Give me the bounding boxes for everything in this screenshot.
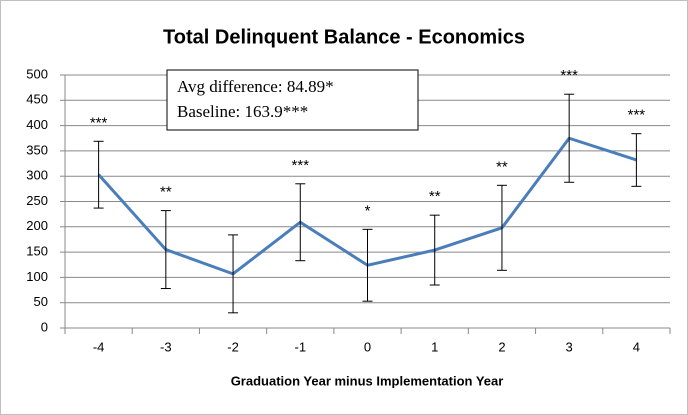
- x-tick-label: -3: [160, 339, 172, 354]
- y-tick-label: 150: [26, 244, 48, 259]
- y-tick-label: 350: [26, 142, 48, 157]
- significance-label: ***: [628, 107, 646, 124]
- y-tick-label: 400: [26, 117, 48, 132]
- x-tick-label: 1: [431, 339, 438, 354]
- significance-label: ***: [560, 67, 578, 84]
- x-tick-label: -2: [227, 339, 239, 354]
- x-tick-label: -1: [294, 339, 306, 354]
- significance-label: **: [429, 188, 441, 205]
- annotation-box: [166, 69, 419, 131]
- significance-label: **: [496, 158, 508, 175]
- significance-label: ***: [292, 157, 310, 174]
- y-tick-label: 200: [26, 218, 48, 233]
- x-tick-label: -4: [93, 339, 105, 354]
- x-tick-label: 4: [633, 339, 640, 354]
- x-tick-label: 0: [364, 339, 371, 354]
- annotation: Avg difference: 84.89*: [177, 77, 334, 96]
- y-tick-label: 0: [41, 319, 48, 334]
- y-tick-label: 250: [26, 193, 48, 208]
- y-tick-label: 50: [34, 294, 48, 309]
- significance-label: **: [160, 184, 172, 201]
- y-tick-label: 300: [26, 168, 48, 183]
- y-tick-label: 500: [26, 66, 48, 81]
- y-tick-label: 450: [26, 92, 48, 107]
- x-tick-label: 2: [498, 339, 505, 354]
- annotation: Baseline: 163.9***: [177, 102, 308, 121]
- chart-title: Total Delinquent Balance - Economics: [163, 26, 525, 48]
- plot: 0 50 100 150 200 250 300 350 400 450 500 -4 -3 -2 -1 0 1…: [26, 66, 671, 354]
- significance-label: *: [365, 202, 371, 219]
- significance-label: ***: [90, 114, 108, 131]
- x-axis-label: Graduation Year minus Implementation Yea…: [231, 373, 504, 388]
- x-tick-label: 3: [566, 339, 573, 354]
- y-tick-label: 100: [26, 269, 48, 284]
